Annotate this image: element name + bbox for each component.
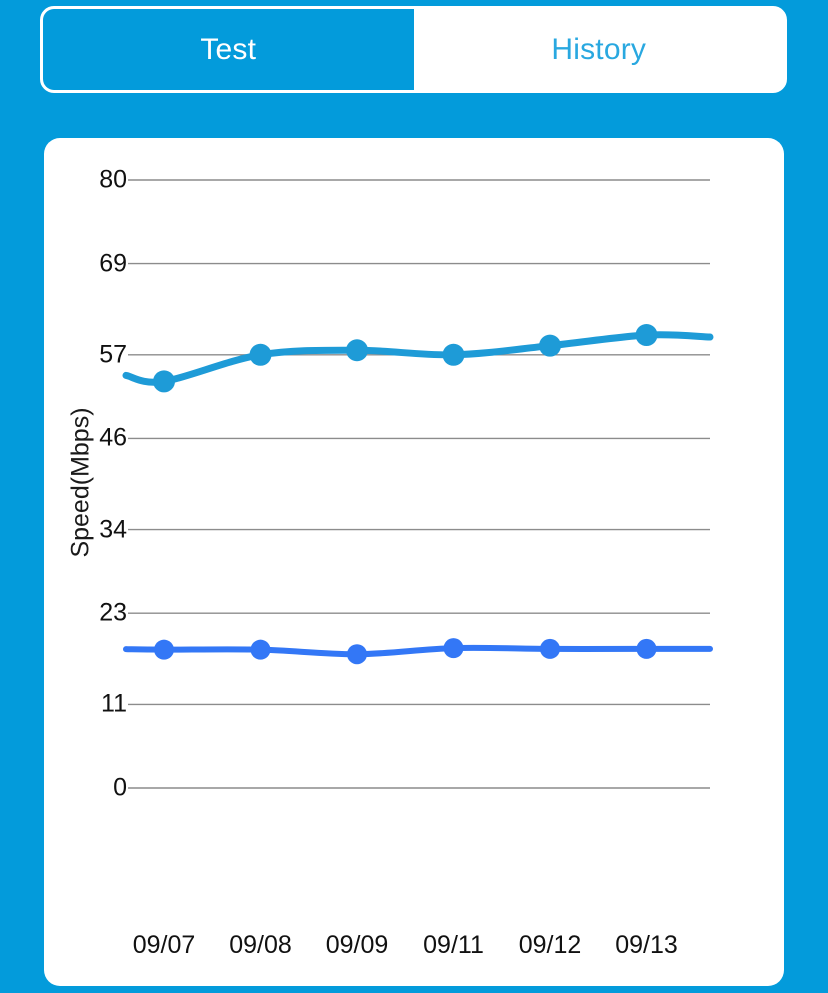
- data-point-marker[interactable]: [250, 639, 271, 660]
- y-tick-label: 34: [99, 515, 127, 544]
- data-point-marker[interactable]: [347, 644, 367, 665]
- x-tick-label: 09/07: [132, 931, 196, 959]
- line-chart-svg: [122, 179, 714, 789]
- x-tick-label: 09/13: [615, 931, 678, 959]
- tab-history-label: History: [551, 32, 647, 66]
- x-axis-ticks: 09/07 09/08 09/09 09/11 09/12 09/13: [44, 931, 784, 971]
- data-point-marker[interactable]: [635, 324, 658, 347]
- data-point-marker[interactable]: [249, 343, 272, 366]
- legend-item-download[interactable]: Download: [44, 971, 784, 986]
- data-point-marker[interactable]: [539, 334, 561, 357]
- y-tick-label: 57: [99, 340, 127, 369]
- x-tick-label: 09/09: [325, 931, 389, 959]
- data-point-marker[interactable]: [443, 638, 464, 659]
- tab-test[interactable]: Test: [43, 9, 414, 90]
- y-tick-label: 11: [101, 689, 127, 718]
- series-line-download: [122, 331, 714, 386]
- chart-legend: Download Upload: [44, 971, 784, 986]
- history-chart-card: Speed(Mbps) 0 11 23 34 46 57 69 80 09/07 09/08 09…: [44, 138, 784, 986]
- data-point-marker[interactable]: [153, 370, 175, 393]
- y-tick-label: 46: [99, 423, 127, 452]
- data-point-marker[interactable]: [636, 638, 657, 659]
- series-line-upload: [123, 644, 713, 658]
- chart-plot-area: Speed(Mbps) 0 11 23 34 46 57 69 80 09/07 09/08 09…: [44, 138, 784, 959]
- data-point-marker[interactable]: [540, 638, 560, 659]
- y-tick-label: 0: [113, 773, 127, 802]
- y-axis-ticks: 0 11 23 34 46 57 69 80: [57, 138, 127, 838]
- data-point-marker[interactable]: [154, 639, 174, 660]
- tab-bar: Test History: [40, 6, 787, 93]
- y-tick-label: 23: [99, 598, 127, 627]
- y-tick-label: 80: [99, 165, 127, 194]
- data-point-marker[interactable]: [346, 339, 368, 362]
- x-tick-label: 09/08: [229, 931, 292, 959]
- x-tick-label: 09/12: [518, 931, 582, 959]
- y-tick-label: 69: [99, 249, 127, 278]
- x-tick-label: 09/11: [423, 931, 484, 959]
- tab-test-label: Test: [200, 32, 257, 66]
- data-point-marker[interactable]: [442, 343, 465, 366]
- tab-history[interactable]: History: [413, 9, 784, 90]
